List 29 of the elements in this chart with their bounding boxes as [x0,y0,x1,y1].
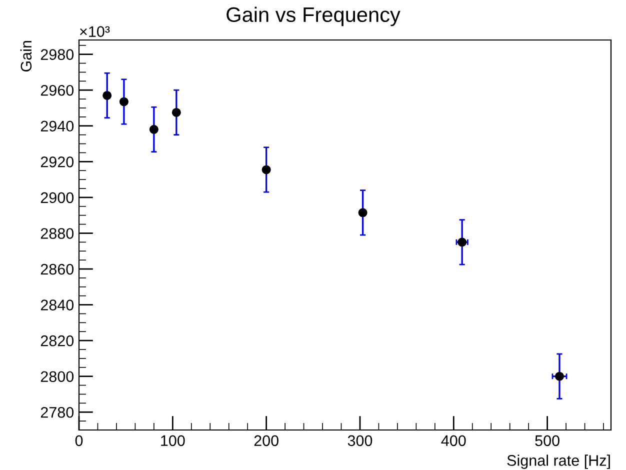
x-tick-label: 300 [348,435,372,446]
y-tick-label: 2820 [40,335,74,346]
x-tick-label: 100 [161,435,185,446]
y-tick-label: 2960 [40,84,74,96]
x-tick-label: 400 [441,435,466,446]
x-tick-label: 200 [254,435,278,446]
point [102,90,112,100]
point [149,124,158,134]
y-tick-label: 2860 [40,264,74,275]
x-tick-label: 500 [535,435,560,446]
y-axis-title: Gain [20,40,32,72]
y-tick-label: 2980 [40,49,74,60]
y-tick-label: 2800 [40,371,74,382]
point [458,238,467,247]
y-tick-label: 2780 [40,406,74,418]
chart-title: Gain vs Frequency [226,6,400,26]
y-tick-label: 2880 [40,228,74,239]
y-tick-label: 2840 [40,300,74,310]
text: ×10³ [80,26,110,37]
y-tick-label: 2940 [40,120,74,132]
y-tick-label: 2900 [40,192,74,204]
y-tick-label: 2920 [40,156,74,168]
point [119,97,128,106]
x-axis-title: Signal rate [Hz] [507,454,610,469]
point [172,108,181,117]
point [262,165,271,174]
point [358,208,368,218]
x-tick-label: 0 [75,435,83,446]
point [554,372,564,381]
